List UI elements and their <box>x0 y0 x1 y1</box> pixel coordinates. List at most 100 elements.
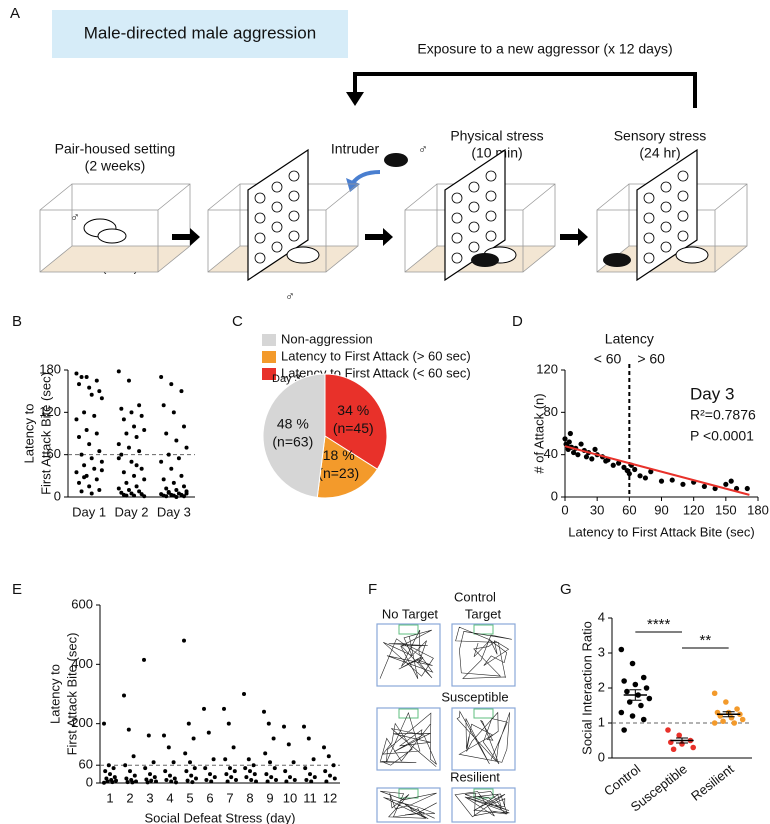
data-point <box>304 778 309 783</box>
data-point <box>680 481 686 487</box>
data-point <box>323 769 328 774</box>
data-point <box>592 446 598 452</box>
data-point <box>189 773 194 778</box>
data-point <box>243 766 248 771</box>
y-tick-label: 180 <box>39 361 61 376</box>
data-point <box>711 690 718 697</box>
data-point <box>212 775 217 780</box>
data-point <box>119 406 124 411</box>
data-point <box>637 473 643 479</box>
data-point <box>97 487 102 492</box>
data-point <box>122 693 126 698</box>
data-point <box>229 775 234 780</box>
data-point <box>129 459 134 464</box>
data-point <box>665 727 671 733</box>
mouse <box>97 228 127 244</box>
data-point <box>164 494 169 499</box>
target-zone <box>473 624 494 635</box>
region-label: < 60 <box>594 351 622 367</box>
legend-label: Latency to First Attack (> 60 sec) <box>281 348 471 363</box>
row-label: Susceptible <box>441 689 508 704</box>
data-point <box>131 754 136 759</box>
x-tick-label: 90 <box>654 502 668 517</box>
annotation: R²=0.7876 <box>690 407 756 423</box>
data-point <box>176 456 181 461</box>
stage-label: Intruder <box>331 141 380 157</box>
data-point <box>161 477 166 482</box>
y-tick-label: 0 <box>551 488 558 503</box>
data-point <box>92 413 97 418</box>
data-point <box>723 699 729 705</box>
partition <box>247 148 309 282</box>
data-point <box>720 718 726 725</box>
annotation: P <0.0001 <box>690 428 754 444</box>
data-point <box>168 773 172 778</box>
x-tick-label: Control <box>601 761 643 799</box>
data-point <box>92 466 97 471</box>
y-tick-label: 80 <box>544 404 558 419</box>
data-point <box>231 745 236 750</box>
data-point <box>626 471 632 477</box>
partition-hole <box>485 230 497 242</box>
data-point <box>629 713 636 719</box>
diagram-title: Male-directed male aggression <box>84 23 316 42</box>
data-point <box>174 495 179 499</box>
partition-hole <box>485 170 497 182</box>
data-point <box>232 769 237 774</box>
region-label: > 60 <box>637 351 665 367</box>
pie-slice <box>262 373 326 499</box>
panel-letter: B <box>12 313 22 330</box>
data-point <box>610 462 616 468</box>
data-point <box>82 475 87 480</box>
partition-hole <box>677 210 689 222</box>
data-point <box>302 724 306 729</box>
aggressor-mouse <box>471 253 499 267</box>
data-point <box>166 490 171 495</box>
y-tick-label: 60 <box>79 757 93 772</box>
trajectory <box>379 629 434 679</box>
data-point <box>739 716 746 723</box>
data-point <box>125 780 130 785</box>
data-point <box>146 733 151 738</box>
slice-label: (n=63) <box>272 434 313 450</box>
data-point <box>211 757 216 762</box>
partition-hole <box>271 241 283 253</box>
trajectory <box>380 790 437 819</box>
data-point <box>102 780 106 785</box>
partition-hole <box>468 241 480 253</box>
data-point <box>225 779 230 784</box>
partition-hole <box>660 221 672 233</box>
data-point <box>242 692 246 696</box>
sex-symbol: ♂ <box>70 209 80 224</box>
data-point <box>181 494 186 499</box>
data-point <box>248 769 252 774</box>
partition <box>444 148 506 282</box>
data-point <box>137 489 142 494</box>
data-point <box>145 780 150 785</box>
data-point <box>322 745 326 750</box>
data-point <box>105 779 110 784</box>
title-box <box>52 10 348 58</box>
partition-hole <box>468 181 480 193</box>
data-point <box>194 776 198 781</box>
data-point <box>108 772 112 777</box>
data-point <box>74 470 79 475</box>
stage-label: (10 min) <box>471 145 522 161</box>
data-point <box>172 776 177 781</box>
data-point <box>642 475 649 481</box>
data-point <box>228 766 232 771</box>
data-point <box>143 766 148 771</box>
data-point <box>102 721 106 726</box>
data-point <box>142 427 147 432</box>
data-point <box>648 469 654 475</box>
data-point <box>670 746 677 753</box>
data-point <box>263 751 268 756</box>
y-tick-label: 0 <box>598 749 605 764</box>
data-point <box>126 378 131 383</box>
data-point <box>632 466 638 473</box>
data-point <box>116 369 121 374</box>
data-point <box>171 410 176 415</box>
data-point <box>99 468 104 473</box>
data-point <box>268 760 272 765</box>
data-point <box>164 486 169 491</box>
